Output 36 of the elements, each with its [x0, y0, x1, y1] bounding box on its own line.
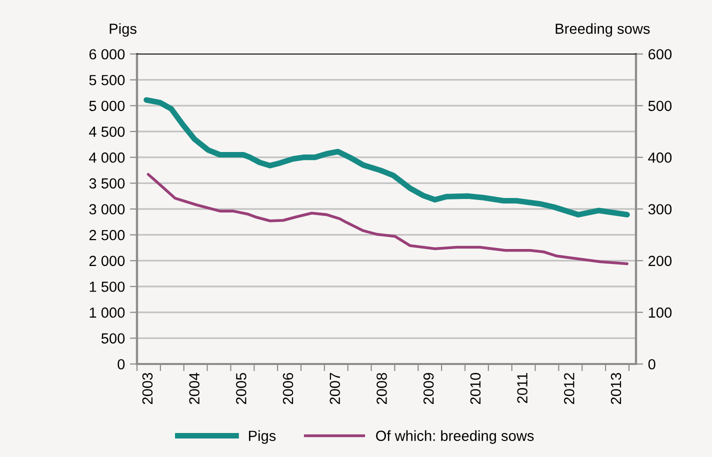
- y2-tick-label: 100: [648, 307, 672, 318]
- x-tick-label: 2007: [330, 373, 340, 404]
- y2-tick-label: 0: [648, 359, 656, 370]
- x-tick-label: 2003: [142, 372, 153, 404]
- x-tick-label: 2004: [189, 372, 200, 404]
- y2-tick-label: 500: [648, 100, 672, 112]
- y-tick-label: 2 500: [89, 230, 125, 240]
- line-series: [146, 172, 628, 266]
- y-tick-label: 4 000: [89, 152, 125, 163]
- y-tick-label: 0: [118, 359, 125, 370]
- x-tick-label: 2006: [282, 372, 294, 404]
- y-axis-title: Pigs: [110, 23, 136, 37]
- y-tick-label: 3 000: [89, 204, 125, 214]
- y-tick-label: 1 500: [90, 282, 125, 292]
- legend-label: Of which: breeding sows: [376, 430, 534, 444]
- y-tick-label: 2 000: [89, 256, 125, 266]
- x-tick-label: 2009: [423, 373, 434, 404]
- y-tick-label: 6 000: [89, 49, 125, 60]
- x-tick-label: 2005: [236, 372, 246, 404]
- y2-tick-label: 600: [648, 49, 672, 60]
- x-tick-label: 2012: [564, 373, 574, 404]
- y2-tick-label: 200: [648, 256, 672, 266]
- y2-tick-label: 300: [648, 204, 672, 214]
- y-tick-label: 4 500: [89, 126, 125, 137]
- y-tick-label: 5 000: [89, 100, 125, 112]
- y-tick-label: 500: [101, 333, 125, 344]
- x-tick-label: 2010: [470, 372, 481, 404]
- y2-tick-label: 400: [648, 152, 672, 163]
- y2-axis-title: Breeding sows: [556, 23, 650, 37]
- legend-label: Pigs: [248, 430, 276, 444]
- y-tick-label: 3 500: [89, 178, 125, 189]
- y-tick-label: 5 500: [89, 74, 125, 86]
- x-tick-label: 2011: [517, 373, 528, 403]
- x-tick-label: 2013: [610, 372, 622, 404]
- x-tick-label: 2008: [376, 372, 387, 404]
- y-tick-label: 1 000: [90, 307, 125, 318]
